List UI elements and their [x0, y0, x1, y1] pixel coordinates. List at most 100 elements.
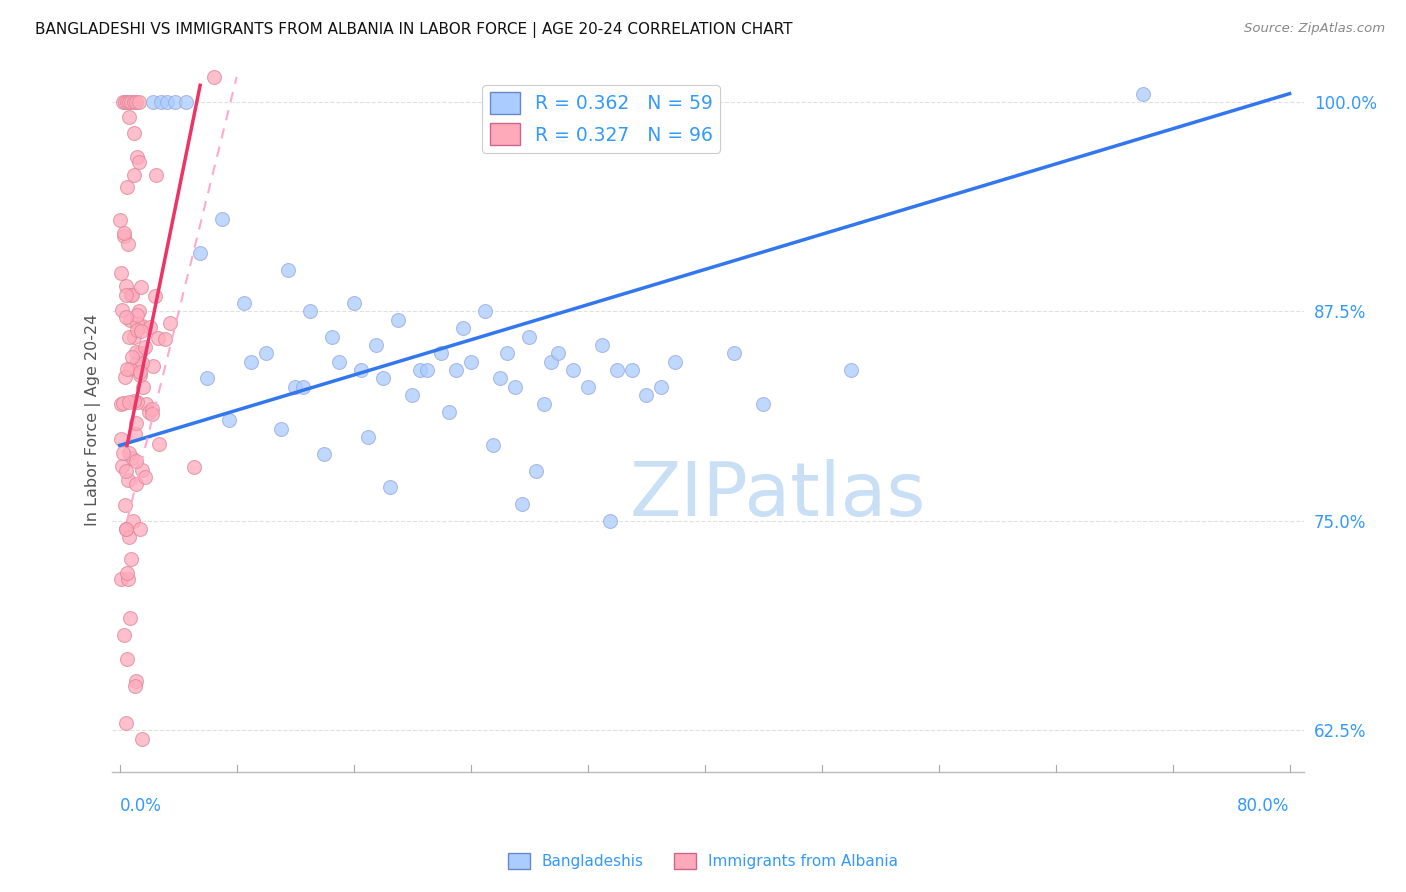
Point — [115, 180, 138, 194]
Text: Source: ZipAtlas.com: Source: ZipAtlas.com — [1244, 22, 1385, 36]
Point — [124, 453, 146, 467]
Point — [115, 95, 138, 109]
Point — [328, 354, 350, 368]
Point — [489, 371, 512, 385]
Point — [115, 715, 138, 730]
Point — [437, 405, 460, 419]
Point — [752, 396, 775, 410]
Point — [562, 363, 585, 377]
Point — [124, 427, 146, 442]
Y-axis label: In Labor Force | Age 20-24: In Labor Force | Age 20-24 — [86, 314, 101, 526]
Point — [314, 447, 336, 461]
Point — [1132, 87, 1154, 101]
Point — [453, 321, 475, 335]
Point — [127, 316, 149, 330]
Point — [122, 168, 145, 182]
Point — [114, 95, 136, 109]
Point — [134, 470, 156, 484]
Point — [526, 463, 548, 477]
Text: ZIPatlas: ZIPatlas — [630, 459, 927, 533]
Point — [416, 363, 439, 377]
Point — [131, 318, 153, 333]
Point — [118, 312, 141, 326]
Point — [146, 331, 169, 345]
Point — [129, 522, 152, 536]
Point — [211, 212, 233, 227]
Point — [122, 394, 145, 409]
Point — [599, 514, 621, 528]
Point — [474, 304, 496, 318]
Point — [839, 363, 862, 377]
Point — [115, 287, 138, 301]
Point — [270, 422, 292, 436]
Point — [364, 338, 387, 352]
Point — [135, 396, 157, 410]
Point — [284, 380, 307, 394]
Point — [148, 437, 170, 451]
Point — [117, 566, 139, 581]
Point — [145, 168, 167, 182]
Point — [218, 413, 240, 427]
Point — [114, 522, 136, 536]
Point — [127, 354, 149, 368]
Point — [496, 346, 519, 360]
Text: 0.0%: 0.0% — [120, 797, 162, 815]
Point — [650, 380, 672, 394]
Point — [401, 388, 423, 402]
Point — [120, 287, 142, 301]
Point — [110, 432, 132, 446]
Point — [188, 245, 211, 260]
Point — [481, 438, 503, 452]
Point — [149, 95, 172, 109]
Point — [118, 446, 141, 460]
Point — [576, 380, 599, 394]
Point — [128, 304, 150, 318]
Point — [142, 95, 165, 109]
Point — [112, 229, 135, 244]
Point — [131, 731, 153, 746]
Point — [124, 416, 146, 430]
Point — [636, 388, 658, 402]
Point — [111, 458, 134, 473]
Point — [110, 212, 132, 227]
Point — [120, 552, 142, 566]
Point — [121, 350, 143, 364]
Point — [121, 288, 143, 302]
Point — [122, 95, 145, 109]
Point — [120, 95, 142, 109]
Point — [503, 380, 526, 394]
Point — [343, 296, 366, 310]
Point — [115, 464, 138, 478]
Point — [125, 673, 148, 688]
Point — [115, 310, 138, 324]
Point — [121, 514, 143, 528]
Point — [517, 329, 540, 343]
Point — [117, 473, 139, 487]
Point — [165, 95, 187, 109]
Point — [110, 572, 132, 586]
Point — [139, 320, 162, 334]
Point — [202, 70, 225, 84]
Point — [112, 227, 135, 241]
Point — [606, 363, 628, 377]
Point — [141, 408, 163, 422]
Point — [114, 279, 136, 293]
Point — [127, 395, 149, 409]
Point — [321, 329, 343, 343]
Point — [159, 317, 181, 331]
Text: BANGLADESHI VS IMMIGRANTS FROM ALBANIA IN LABOR FORCE | AGE 20-24 CORRELATION CH: BANGLADESHI VS IMMIGRANTS FROM ALBANIA I… — [35, 22, 793, 38]
Point — [723, 346, 745, 360]
Point — [540, 354, 562, 368]
Point — [121, 451, 143, 466]
Point — [277, 262, 299, 277]
Point — [174, 95, 197, 109]
Point — [128, 95, 150, 109]
Point — [547, 346, 569, 360]
Point — [408, 363, 430, 377]
Point — [591, 338, 613, 352]
Point — [124, 679, 146, 693]
Point — [254, 346, 277, 360]
Point — [131, 463, 153, 477]
Point — [430, 346, 453, 360]
Point — [122, 126, 145, 140]
